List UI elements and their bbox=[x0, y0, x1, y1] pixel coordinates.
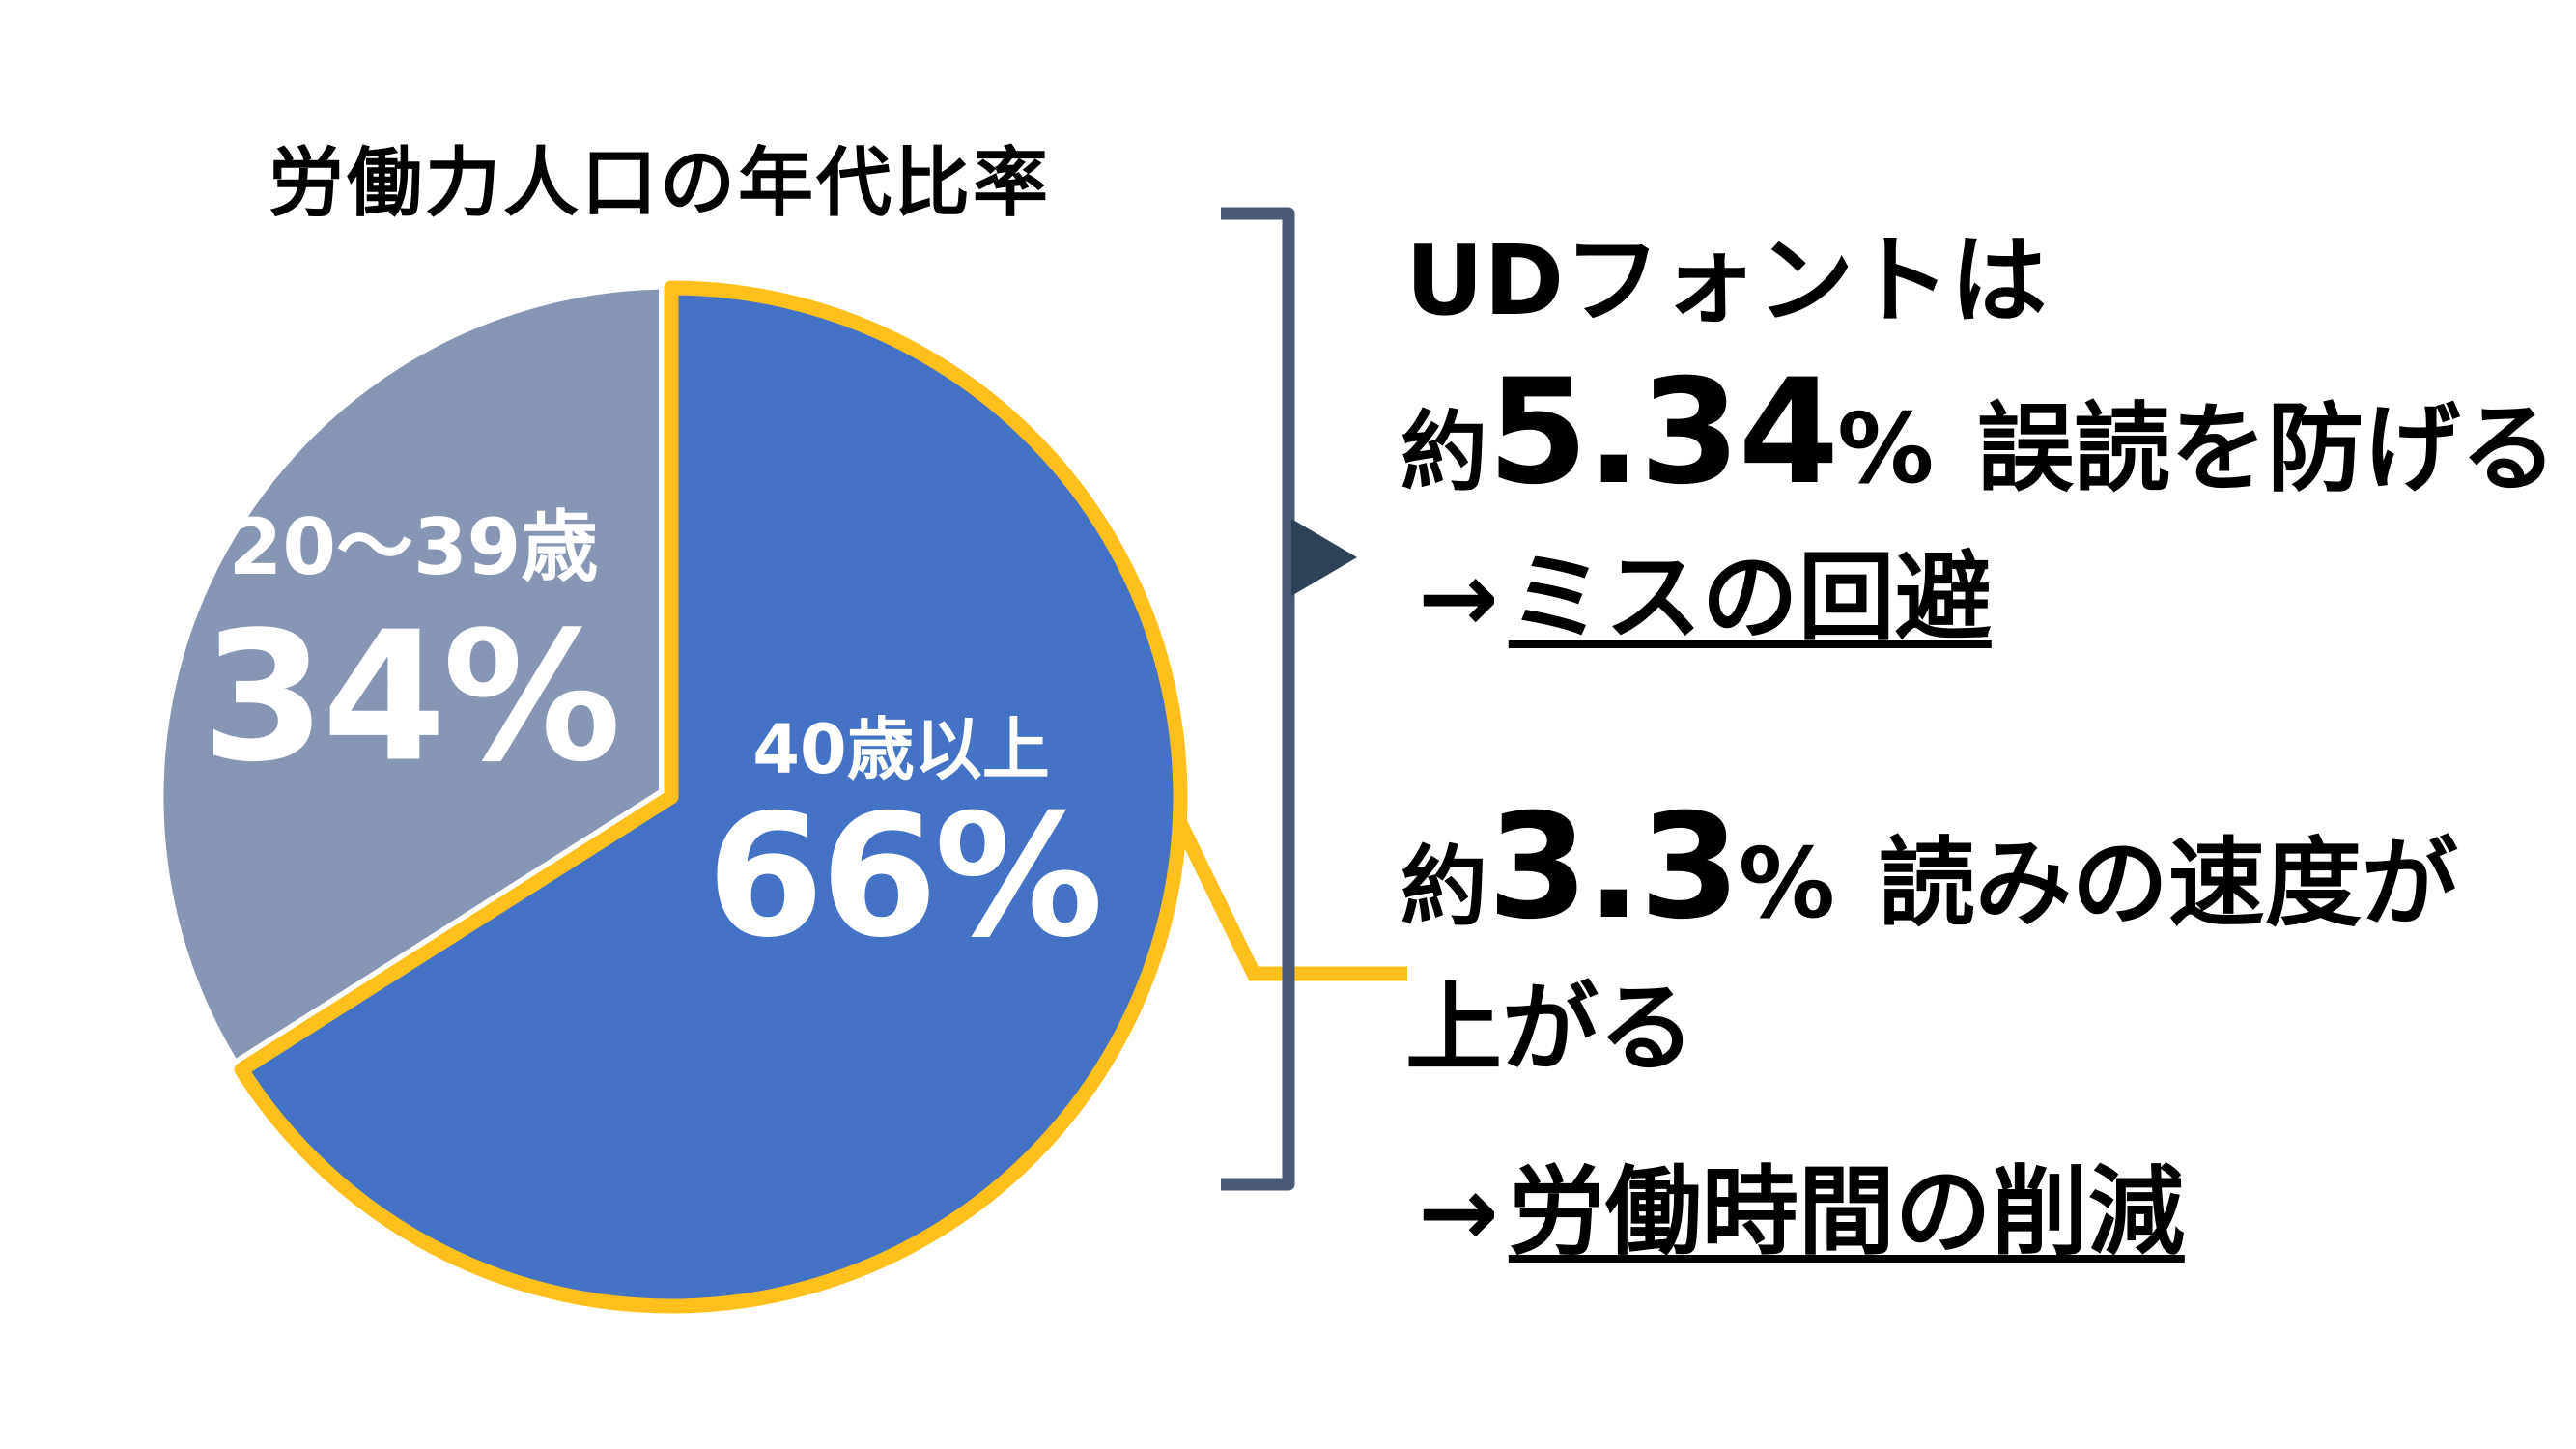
bracket-shape bbox=[1221, 207, 1295, 1191]
annotation-line-2-text: 誤読を防げる bbox=[1977, 392, 2558, 505]
annotation-line-1: UDフォントは bbox=[1405, 233, 2047, 329]
pie-label-40plus: 40歳以上 bbox=[752, 710, 1050, 789]
annotation-line-3-text: ミスの回避 bbox=[1508, 541, 1992, 654]
annotation-line-4: 約 3.3 % 読みの速度が bbox=[1401, 795, 2458, 940]
annotation-line-5: 上がる bbox=[1405, 980, 1695, 1077]
annotation-line-4-text: 読みの速度が bbox=[1878, 827, 2458, 940]
annotation-line-2-number: 5.34 bbox=[1487, 349, 1839, 517]
pie-value-40plus: 66% bbox=[706, 779, 1104, 976]
annotation-line-3: → ミスの回避 bbox=[1418, 550, 1992, 646]
annotation-line-1-text: UDフォントは bbox=[1405, 224, 2048, 337]
annotation-line-6: → 労働時間の削減 bbox=[1418, 1164, 2185, 1261]
annotation-line-6-text: 労働時間の削減 bbox=[1508, 1155, 2185, 1268]
chart-title: 労働力人口の年代比率 bbox=[269, 140, 1052, 227]
annotation-line-4-unit: % bbox=[1738, 827, 1835, 940]
pointer-triangle-icon bbox=[1291, 519, 1357, 596]
pie-value-20-39: 34% bbox=[201, 592, 622, 802]
annotation-line-2-prefix: 約 bbox=[1401, 402, 1487, 503]
annotation-line-2: 約 5.34 % 誤読を防げる bbox=[1401, 360, 2557, 505]
annotation-line-2-unit: % bbox=[1837, 392, 1935, 505]
right-arrow-icon: → bbox=[1418, 1155, 1499, 1268]
callout-line bbox=[1174, 819, 1407, 981]
annotation-line-4-number: 3.3 bbox=[1487, 783, 1741, 952]
right-arrow-icon: → bbox=[1418, 541, 1499, 654]
pie-slice-40plus bbox=[234, 280, 1188, 1314]
annotation-line-5-text: 上がる bbox=[1405, 972, 1695, 1085]
annotation-line-4-prefix: 約 bbox=[1401, 837, 1487, 938]
pie-label-20-39: 20〜39歳 bbox=[228, 502, 599, 592]
